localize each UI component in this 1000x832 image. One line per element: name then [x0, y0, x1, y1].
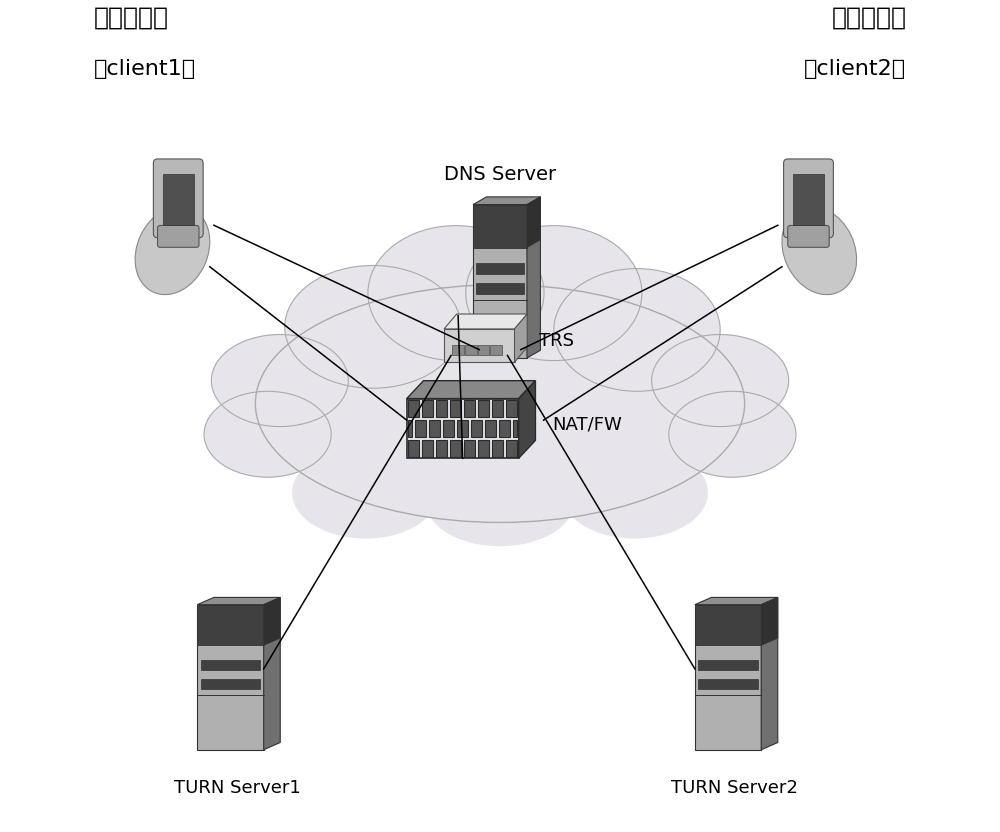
- FancyBboxPatch shape: [506, 440, 517, 457]
- Polygon shape: [695, 605, 761, 750]
- Ellipse shape: [368, 225, 544, 360]
- Ellipse shape: [427, 460, 573, 547]
- Polygon shape: [197, 605, 264, 646]
- FancyBboxPatch shape: [452, 344, 464, 355]
- Text: TURN Server2: TURN Server2: [671, 779, 798, 797]
- Polygon shape: [473, 197, 540, 205]
- FancyBboxPatch shape: [788, 225, 829, 247]
- Polygon shape: [476, 283, 524, 294]
- Ellipse shape: [135, 206, 210, 295]
- FancyBboxPatch shape: [464, 400, 475, 417]
- Text: 第一客户端: 第一客户端: [94, 6, 169, 29]
- FancyBboxPatch shape: [450, 440, 461, 457]
- FancyBboxPatch shape: [408, 440, 419, 457]
- Text: 第二客户端: 第二客户端: [831, 6, 906, 29]
- Ellipse shape: [204, 391, 331, 478]
- Text: TRS: TRS: [539, 332, 574, 350]
- Polygon shape: [201, 679, 260, 689]
- FancyBboxPatch shape: [506, 400, 517, 417]
- Polygon shape: [698, 660, 758, 670]
- FancyBboxPatch shape: [492, 400, 503, 417]
- FancyBboxPatch shape: [499, 420, 510, 437]
- FancyBboxPatch shape: [443, 420, 454, 437]
- FancyBboxPatch shape: [422, 440, 433, 457]
- FancyBboxPatch shape: [163, 175, 194, 225]
- Polygon shape: [197, 605, 264, 750]
- FancyBboxPatch shape: [415, 420, 426, 437]
- FancyBboxPatch shape: [422, 400, 433, 417]
- FancyBboxPatch shape: [408, 400, 419, 417]
- FancyBboxPatch shape: [478, 344, 489, 355]
- Ellipse shape: [554, 269, 720, 391]
- Polygon shape: [444, 314, 527, 329]
- FancyBboxPatch shape: [471, 420, 482, 437]
- Polygon shape: [527, 197, 540, 247]
- FancyBboxPatch shape: [490, 344, 502, 355]
- FancyBboxPatch shape: [492, 440, 503, 457]
- Text: NAT/FW: NAT/FW: [552, 415, 622, 433]
- FancyBboxPatch shape: [485, 420, 496, 437]
- Ellipse shape: [292, 447, 439, 538]
- Polygon shape: [476, 263, 524, 274]
- FancyBboxPatch shape: [513, 420, 517, 437]
- Ellipse shape: [466, 225, 642, 360]
- FancyBboxPatch shape: [436, 400, 447, 417]
- FancyBboxPatch shape: [464, 440, 475, 457]
- Ellipse shape: [669, 391, 796, 478]
- Polygon shape: [197, 597, 280, 605]
- FancyBboxPatch shape: [408, 420, 412, 437]
- FancyBboxPatch shape: [478, 400, 489, 417]
- Text: （client2）: （client2）: [804, 59, 906, 79]
- Ellipse shape: [782, 206, 857, 295]
- Polygon shape: [515, 314, 527, 362]
- Polygon shape: [264, 597, 280, 646]
- Text: DNS Server: DNS Server: [444, 165, 556, 184]
- Polygon shape: [264, 597, 280, 750]
- Polygon shape: [473, 205, 527, 247]
- Polygon shape: [761, 597, 778, 646]
- Text: （client1）: （client1）: [94, 59, 196, 79]
- FancyBboxPatch shape: [436, 440, 447, 457]
- Polygon shape: [407, 381, 535, 399]
- Polygon shape: [444, 329, 515, 362]
- Text: TURN Server1: TURN Server1: [174, 779, 301, 797]
- Polygon shape: [695, 597, 778, 605]
- FancyBboxPatch shape: [457, 420, 468, 437]
- FancyBboxPatch shape: [450, 400, 461, 417]
- Ellipse shape: [255, 285, 745, 522]
- FancyBboxPatch shape: [158, 225, 199, 247]
- Polygon shape: [698, 679, 758, 689]
- Polygon shape: [201, 660, 260, 670]
- FancyBboxPatch shape: [478, 440, 489, 457]
- Polygon shape: [761, 597, 778, 750]
- Polygon shape: [473, 205, 527, 358]
- Ellipse shape: [561, 447, 708, 538]
- Polygon shape: [527, 197, 540, 358]
- Ellipse shape: [652, 334, 789, 427]
- Ellipse shape: [211, 334, 348, 427]
- FancyBboxPatch shape: [793, 175, 824, 225]
- FancyBboxPatch shape: [784, 159, 833, 238]
- FancyBboxPatch shape: [465, 344, 477, 355]
- Polygon shape: [695, 605, 761, 646]
- FancyBboxPatch shape: [153, 159, 203, 238]
- Ellipse shape: [285, 265, 461, 389]
- Polygon shape: [519, 381, 535, 458]
- FancyBboxPatch shape: [429, 420, 440, 437]
